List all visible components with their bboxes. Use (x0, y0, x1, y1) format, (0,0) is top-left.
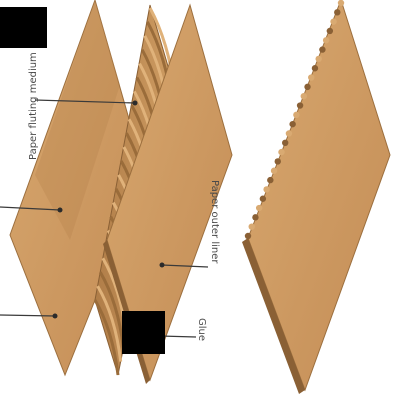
flute-edge-ripple (308, 74, 315, 81)
leader-dot-outer-liner (159, 262, 165, 268)
flute-edge-ripple (311, 65, 319, 72)
flute-edge-ripple (267, 176, 274, 184)
flute-edge-ripple (289, 120, 296, 128)
flute-edge-ripple (263, 186, 270, 193)
leader-left-middle (0, 206, 61, 211)
flute-edge-ripple (293, 111, 300, 119)
flute-edge-ripple (248, 223, 255, 230)
leader-dot-fluting (132, 100, 138, 106)
flute-edge-ripple (330, 18, 337, 25)
flute-edge-ripple (296, 102, 304, 109)
leader-left-bottom (0, 314, 56, 317)
flute-edge-ripple (244, 232, 252, 240)
flute-ridge (93, 299, 120, 376)
inner-liner-shadow (35, 0, 120, 240)
label-glue: Glue (196, 318, 207, 341)
assembled-board (242, 0, 391, 394)
flute-edge-ripple (319, 46, 326, 53)
flute-edge-ripple (334, 9, 341, 16)
leader-dot-left-bottom (52, 313, 58, 319)
inner-liner-sheet (9, 0, 146, 377)
flute-edge-ripple (274, 158, 281, 165)
flute-edge-ripple (252, 214, 259, 221)
flute-edge-ripple (300, 93, 307, 100)
flute-edge-ripple (270, 167, 278, 174)
assembled-flute-edge (244, 0, 345, 240)
flute-edge-ripple (337, 0, 345, 7)
flute-edge-ripple (255, 204, 263, 212)
flute-edge-ripple (315, 55, 322, 63)
redaction-box-top-left (0, 7, 47, 48)
leader-outer-liner (161, 264, 209, 268)
flute-edge-ripple (285, 130, 293, 137)
label-paper-outer-liner: Paper outer liner (209, 180, 220, 264)
flute-edge-ripple (282, 139, 289, 146)
flute-edge-ripple (278, 148, 285, 156)
leader-glue (159, 335, 197, 338)
flute-edge-ripple (326, 27, 334, 35)
redaction-box-bottom (122, 311, 165, 354)
leader-dot-left-middle (57, 207, 63, 213)
flute-ridge (96, 285, 123, 362)
label-paper-fluting-medium: Paper fluting medium (28, 52, 39, 160)
leader-fluting (34, 99, 136, 104)
flute-edge-ripple (322, 37, 330, 44)
flute-edge-ripple (304, 83, 311, 91)
flute-edge-ripple (259, 195, 267, 202)
